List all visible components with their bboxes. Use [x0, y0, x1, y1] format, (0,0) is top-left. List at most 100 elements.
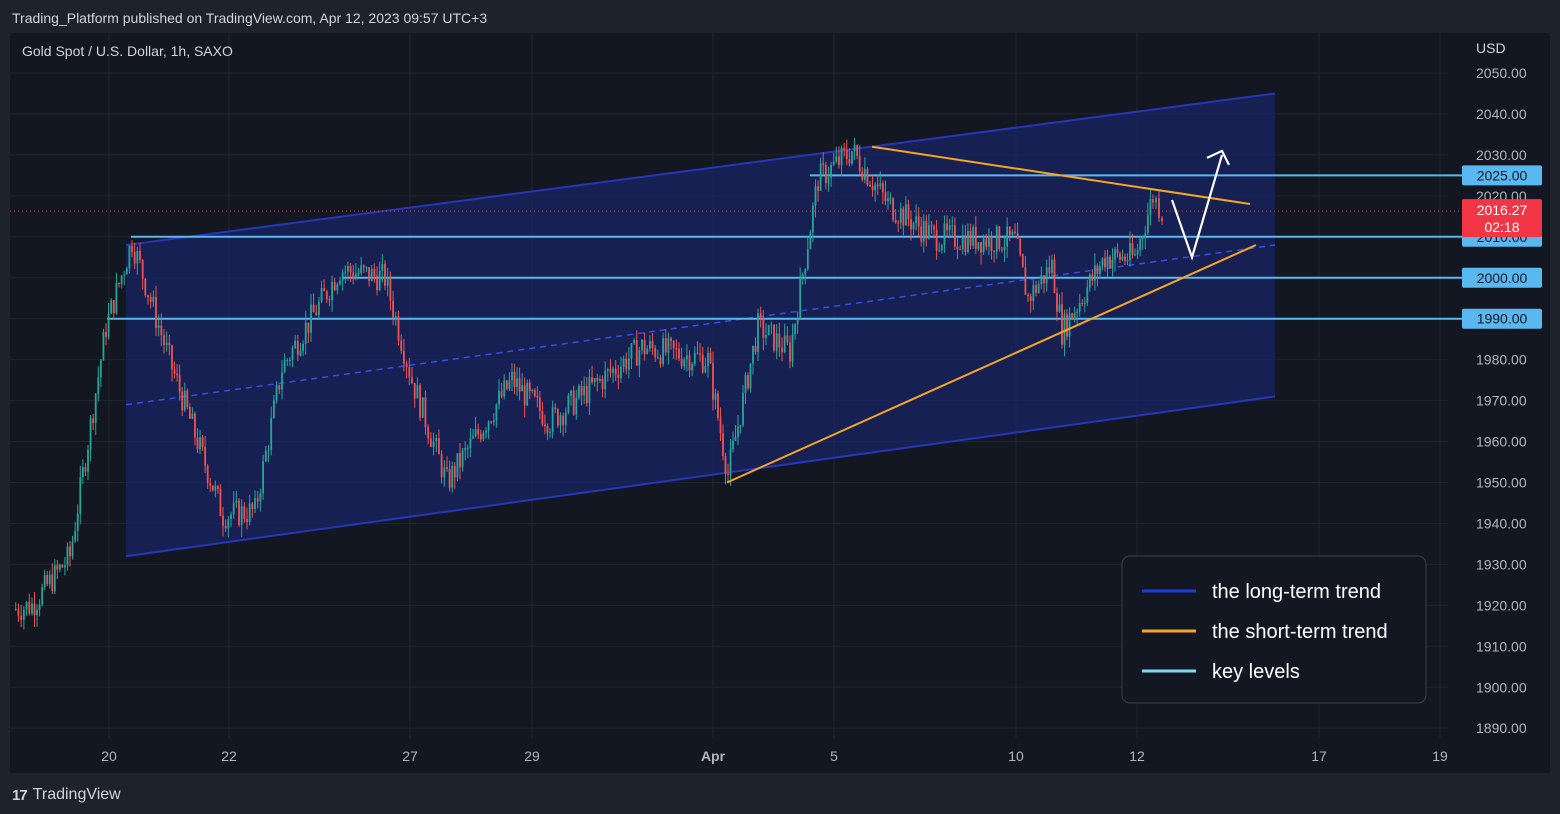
candle-body: [1121, 256, 1124, 260]
candle: [518, 367, 521, 401]
candle: [1051, 254, 1053, 278]
candle-body: [392, 300, 394, 318]
candle: [112, 299, 115, 320]
chart-svg[interactable]: 2050.002040.002030.002020.002010.002000.…: [10, 33, 1550, 773]
candle-body: [752, 345, 754, 364]
candle: [43, 569, 46, 591]
candle-body: [248, 503, 251, 522]
candle-body: [889, 198, 892, 200]
legend-label: the short-term trend: [1212, 621, 1388, 643]
candle-body: [1040, 275, 1043, 284]
candle: [734, 425, 737, 442]
candle: [707, 346, 709, 378]
candle-body: [370, 268, 373, 282]
candle-body: [1058, 304, 1061, 312]
candle: [899, 202, 902, 229]
candle-body: [871, 186, 874, 191]
y-tick-label: 1890.00: [1476, 720, 1527, 736]
candle: [783, 323, 786, 354]
candle-body: [181, 391, 184, 411]
candle-body: [1124, 256, 1126, 261]
candle-body: [14, 609, 17, 611]
candle: [572, 385, 575, 416]
candle: [948, 218, 951, 238]
candle: [1040, 266, 1043, 290]
candle-body: [719, 418, 722, 434]
candle-body: [575, 397, 578, 415]
candle: [546, 423, 549, 441]
candle-body: [737, 426, 739, 438]
candle: [400, 334, 403, 354]
candle: [596, 373, 599, 392]
candle: [155, 285, 157, 337]
candle: [838, 146, 840, 169]
candle: [222, 506, 224, 537]
candle-body: [884, 192, 887, 202]
candle: [131, 240, 133, 258]
candle: [149, 292, 152, 309]
candle: [523, 377, 526, 418]
candle-body: [791, 334, 794, 362]
candle-body: [633, 340, 636, 344]
candle: [25, 601, 28, 616]
candle: [147, 294, 149, 305]
candle: [219, 484, 222, 517]
price-axis[interactable]: 2050.002040.002030.002020.002010.002000.…: [1462, 65, 1542, 736]
candle-body: [508, 380, 511, 389]
candle: [1081, 298, 1084, 307]
tradingview-brand[interactable]: 17 TradingView: [12, 786, 121, 804]
candle: [1053, 254, 1056, 294]
candle: [832, 152, 835, 167]
candle: [336, 282, 339, 295]
candle: [635, 330, 638, 366]
y-tick-label: 1940.00: [1476, 515, 1527, 531]
candle-body: [41, 587, 44, 605]
candle: [757, 308, 759, 362]
candle-body: [806, 249, 809, 269]
candle-body: [1096, 265, 1099, 275]
candle: [74, 521, 77, 543]
candle-body: [384, 263, 386, 286]
y-tick-label: 1900.00: [1476, 679, 1527, 695]
candle-body: [1158, 198, 1160, 218]
candle-body: [1114, 249, 1116, 260]
candle-body: [1081, 303, 1084, 305]
candle: [76, 504, 79, 542]
time-axis[interactable]: 20 22 27 29 Apr 5 10 12 17 19: [101, 748, 1448, 764]
candle: [982, 234, 985, 256]
x-tick-label: 5: [830, 748, 838, 764]
candle: [405, 360, 408, 379]
candle: [693, 346, 696, 367]
candle-body: [664, 338, 667, 353]
candle: [97, 366, 100, 402]
candle: [622, 355, 625, 373]
candle-body: [593, 377, 596, 383]
candle: [157, 314, 160, 337]
candle: [48, 570, 51, 589]
candle-body: [376, 275, 378, 291]
candle-body: [546, 426, 549, 433]
candle: [1155, 195, 1157, 210]
candle-body: [819, 163, 822, 191]
candle: [570, 389, 572, 406]
candle: [1144, 225, 1147, 249]
candle: [781, 337, 783, 362]
candle: [259, 488, 262, 512]
candle-body: [516, 378, 518, 388]
candle: [1027, 292, 1029, 303]
candle-body: [685, 355, 688, 360]
candle: [1129, 231, 1131, 267]
candle-body: [492, 420, 495, 423]
chart-area[interactable]: 2050.002040.002030.002020.002010.002000.…: [10, 33, 1550, 773]
candle: [51, 563, 54, 595]
candle: [286, 358, 289, 367]
candle-body: [333, 282, 336, 291]
candle-body: [204, 446, 207, 467]
candle-body: [902, 208, 905, 226]
candle-body: [251, 503, 254, 510]
candle-body: [357, 273, 360, 275]
candle: [638, 346, 641, 378]
candle-body: [482, 432, 485, 440]
candle-body: [464, 447, 467, 451]
candle-body: [654, 348, 657, 358]
